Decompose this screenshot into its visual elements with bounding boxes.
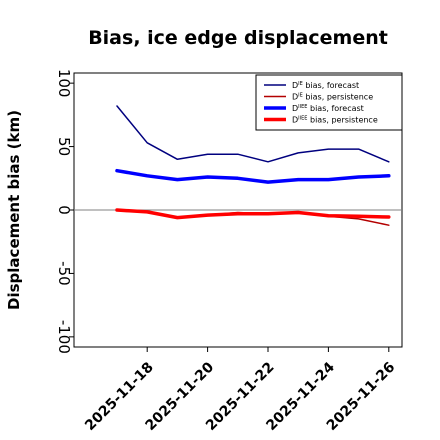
legend: DIE bias, forecast DIE bias, persistence D… bbox=[255, 74, 403, 131]
series-line-3 bbox=[115, 168, 391, 184]
chart-title: Bias, ice edge displacement bbox=[88, 27, 388, 49]
y-tick-label: 0 bbox=[55, 205, 73, 215]
legend-entry: DIIEE bias, forecast bbox=[292, 104, 364, 113]
legend-entry: DIIEE bias, persistence bbox=[292, 116, 378, 125]
legend-entry: DIE bias, persistence bbox=[292, 93, 373, 102]
legend-entry: DIE bias, forecast bbox=[292, 81, 359, 90]
y-tick-label: 100 bbox=[55, 69, 73, 98]
y-tick-label: 50 bbox=[55, 137, 73, 156]
series-line-1 bbox=[116, 105, 390, 163]
series-line-4 bbox=[115, 208, 391, 220]
y-tick-label: -100 bbox=[55, 320, 73, 354]
y-tick-label: -50 bbox=[55, 261, 73, 286]
y-axis-label: Displacement bias (km) bbox=[5, 110, 23, 310]
